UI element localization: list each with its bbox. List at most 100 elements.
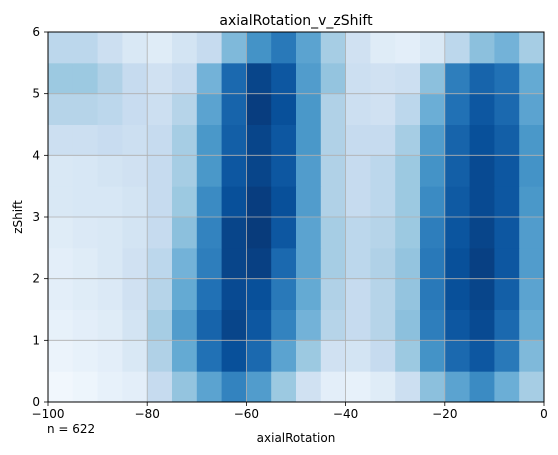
heatmap-cell (320, 371, 347, 403)
heatmap-cell (395, 93, 421, 125)
heatmap-cell (345, 247, 371, 280)
heatmap-cell (196, 62, 223, 95)
heatmap-cell (395, 32, 421, 64)
heatmap-cell (296, 62, 322, 95)
heatmap-cell (494, 217, 520, 249)
heatmap-cell (147, 247, 173, 280)
heatmap-cell (320, 247, 347, 280)
heatmap-cell (296, 93, 322, 125)
heatmap-cell (72, 217, 99, 249)
heatmap-cell (420, 32, 446, 64)
heatmap-cell (72, 32, 99, 64)
heatmap-cell (345, 124, 371, 156)
heatmap-cell (320, 155, 347, 187)
heatmap-cell (147, 309, 173, 341)
heatmap-cell (246, 186, 272, 218)
heatmap-cell (221, 309, 247, 341)
x-axis-label: axialRotation (257, 431, 336, 445)
heatmap-cell (122, 62, 148, 95)
heatmap-cell (320, 62, 347, 95)
heatmap-cell (519, 278, 545, 310)
y-tick-label: 5 (32, 87, 40, 101)
heatmap-cell (221, 155, 247, 187)
heatmap-cell (122, 186, 148, 218)
heatmap-cell (122, 278, 148, 310)
y-tick-label: 0 (32, 395, 40, 409)
heatmap-cell (97, 93, 123, 125)
heatmap-cell (469, 62, 495, 95)
heatmap-cell (147, 62, 173, 95)
heatmap-cell (519, 247, 545, 280)
heatmap-cell (196, 124, 223, 156)
heatmap-cell (296, 340, 322, 372)
heatmap-cell (519, 32, 545, 64)
heatmap-cell (370, 186, 396, 218)
heatmap-cell (519, 186, 545, 218)
heatmap-cell (370, 62, 396, 95)
heatmap-cell (221, 278, 247, 310)
heatmap-cell (221, 32, 247, 64)
heatmap-cell (519, 371, 545, 403)
heatmap-cell (469, 340, 495, 372)
heatmap-cell (246, 371, 272, 403)
heatmap-cell (271, 32, 297, 64)
heatmap-cell (420, 62, 446, 95)
heatmap-cell (320, 124, 347, 156)
heatmap-cell (420, 155, 446, 187)
heatmap-cell (320, 217, 347, 249)
heatmap-cell (519, 340, 545, 372)
heatmap-cell (494, 247, 520, 280)
heatmap-cell (370, 155, 396, 187)
x-tick-label: 0 (540, 407, 548, 421)
heatmap-cell (370, 124, 396, 156)
heatmap-cell (370, 217, 396, 249)
heatmap-cell (246, 217, 272, 249)
heatmap-cell (97, 62, 123, 95)
heatmap-cell (196, 186, 223, 218)
heatmap-cell (444, 93, 471, 125)
heatmap-cell (122, 32, 148, 64)
heatmap-cell (494, 62, 520, 95)
heatmap-cell (172, 278, 198, 310)
heatmap-cell (469, 93, 495, 125)
heatmap-cell (320, 278, 347, 310)
heatmap-cell (97, 309, 123, 341)
heatmap-cell (444, 124, 471, 156)
heatmap-cell (444, 186, 471, 218)
heatmap-cell (172, 247, 198, 280)
heatmap-cell (72, 278, 99, 310)
heatmap-cell (370, 93, 396, 125)
heatmap-cell (172, 62, 198, 95)
heatmap-cell (320, 186, 347, 218)
heatmap-cell (196, 93, 223, 125)
heatmap-cell (345, 217, 371, 249)
heatmap-cell (469, 278, 495, 310)
heatmap-cell (48, 186, 74, 218)
heatmap-cell (122, 247, 148, 280)
heatmap-cell (271, 278, 297, 310)
heatmap-cell (97, 155, 123, 187)
heatmap-cell (271, 247, 297, 280)
heatmap-cell (172, 32, 198, 64)
heatmap-cell (196, 309, 223, 341)
heatmap-cell (72, 186, 99, 218)
heatmap-cell (196, 371, 223, 403)
heatmap-cell (147, 217, 173, 249)
heatmap-cell (122, 155, 148, 187)
heatmap-cell (221, 62, 247, 95)
heatmap-cell (172, 217, 198, 249)
y-axis-ticks: 0 1 2 3 4 5 6 (32, 25, 48, 409)
heatmap-cell (296, 217, 322, 249)
heatmap-cell (469, 155, 495, 187)
heatmap-cell (444, 155, 471, 187)
heatmap-cell (122, 340, 148, 372)
heatmap-cell (196, 247, 223, 280)
heatmap-cell (296, 186, 322, 218)
heatmap-cell (420, 278, 446, 310)
heatmap-cell (72, 93, 99, 125)
heatmap-cell (345, 186, 371, 218)
x-tick-label: −80 (135, 407, 160, 421)
heatmap-cell (519, 93, 545, 125)
heatmap-cell (370, 247, 396, 280)
y-axis-label: zShift (11, 200, 25, 234)
